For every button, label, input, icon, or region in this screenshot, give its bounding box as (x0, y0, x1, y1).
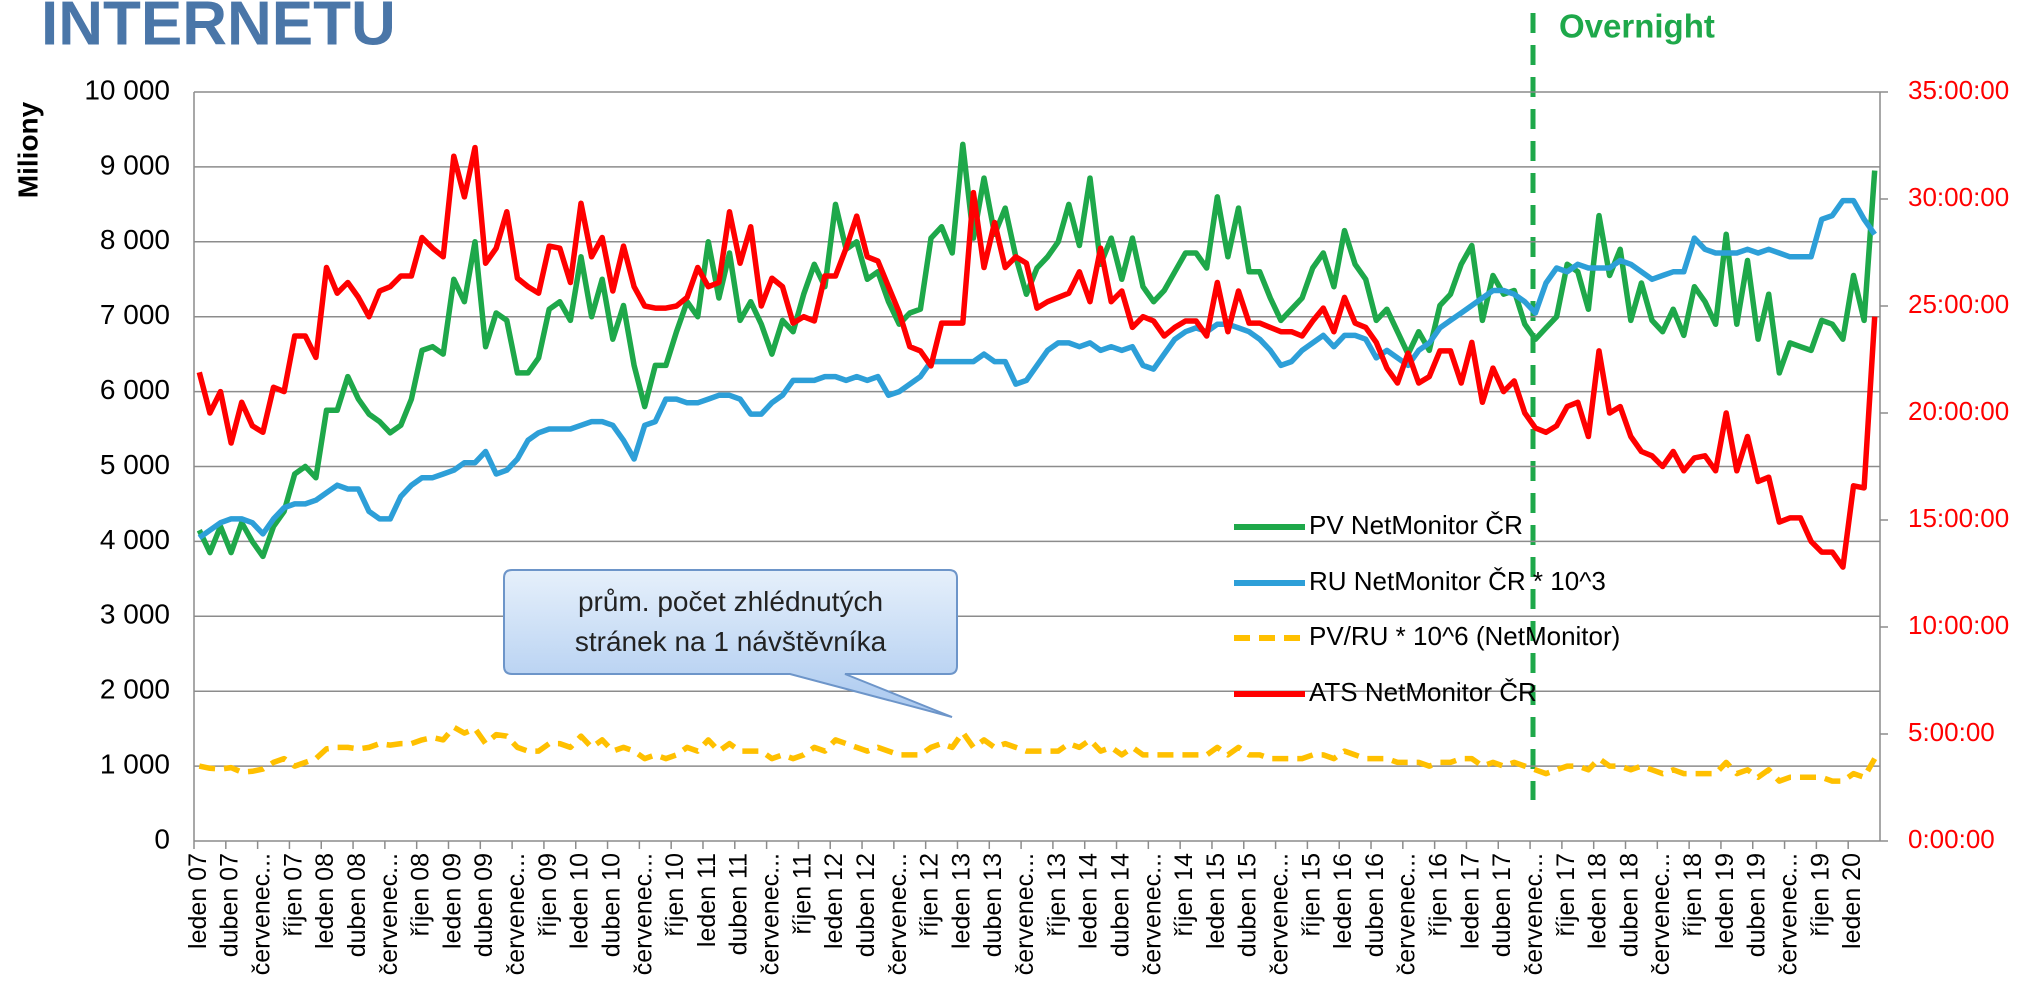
y2-tick-label: 0:00:00 (1908, 824, 1995, 854)
legend-label: RU NetMonitor ČR * 10^3 (1309, 566, 1606, 596)
y-tick-label: 1 000 (100, 748, 170, 779)
x-tick-label: říjen 16 (1425, 853, 1453, 936)
y-tick-label: 3 000 (100, 599, 170, 630)
x-tick-label: říjen 10 (661, 853, 689, 936)
y-tick-label: 9 000 (100, 149, 170, 180)
x-tick-label: červenec... (1393, 853, 1421, 975)
page-title: INTERNETU (41, 0, 396, 58)
callout-text: prům. počet zhlédnutých stránek na 1 náv… (574, 586, 887, 657)
series-line (198, 724, 1878, 784)
x-tick-label: duben 11 (725, 853, 753, 955)
y-tick-label: 10 000 (84, 74, 170, 105)
x-tick-label: duben 08 (343, 853, 371, 957)
x-tick-label: leden 08 (311, 853, 339, 949)
x-tick-label: červenec... (1138, 853, 1166, 975)
x-tick-label: červenec... (1265, 853, 1293, 975)
x-tick-label: červenec... (757, 853, 785, 975)
x-tick-label: duben 19 (1743, 853, 1771, 957)
x-tick-label: duben 12 (852, 853, 880, 957)
y2-tick-label: 20:00:00 (1908, 396, 2009, 426)
x-tick-label: říjen 15 (1297, 853, 1325, 936)
x-tick-label: leden 17 (1456, 853, 1484, 949)
y-tick-label: 8 000 (100, 224, 170, 255)
x-tick-label: duben 17 (1488, 853, 1516, 957)
x-tick-label: duben 07 (216, 853, 244, 957)
x-tick-label: duben 14 (1106, 853, 1134, 957)
x-tick-label: červenec... (248, 853, 276, 975)
x-tick-label: říjen 14 (1170, 853, 1198, 936)
x-tick-label: říjen 19 (1806, 853, 1834, 936)
x-tick-label: říjen 17 (1552, 853, 1580, 936)
y2-tick-label: 35:00:00 (1908, 75, 2009, 105)
y2-tick-label: 15:00:00 (1908, 503, 2009, 533)
x-tick-label: říjen 11 (788, 853, 816, 935)
x-tick-label: duben 18 (1615, 853, 1643, 957)
callout-box (503, 569, 958, 718)
x-tick-label: leden 07 (184, 853, 212, 949)
series-line (196, 144, 1878, 570)
x-tick-label: duben 13 (979, 853, 1007, 957)
x-tick-label: duben 09 (470, 853, 498, 957)
x-tick-label: říjen 09 (534, 853, 562, 936)
series-line (196, 141, 1878, 560)
x-tick-label: leden 16 (1329, 853, 1357, 949)
x-tick-label: červenec... (1774, 853, 1802, 975)
y2-tick-label: 30:00:00 (1908, 182, 2009, 212)
legend-label: PV/RU * 10^6 (NetMonitor) (1309, 621, 1620, 651)
x-tick-label: leden 13 (947, 853, 975, 949)
x-tick-label: leden 14 (1075, 853, 1103, 949)
x-tick-label: říjen 18 (1679, 853, 1707, 936)
y-tick-label: 4 000 (100, 524, 170, 555)
y-tick-label: 0 (154, 823, 170, 854)
x-tick-label: říjen 07 (279, 853, 307, 936)
x-tick-label: duben 10 (597, 853, 625, 957)
x-tick-label: červenec... (1520, 853, 1548, 975)
x-tick-label: červenec... (629, 853, 657, 975)
x-tick-label: říjen 12 (916, 853, 944, 936)
y2-tick-label: 25:00:00 (1908, 289, 2009, 319)
x-tick-label: říjen 08 (407, 853, 435, 936)
x-tick-label: červenec... (1011, 853, 1039, 975)
x-tick-label: duben 15 (1234, 853, 1262, 957)
overnight-label: Overnight (1559, 8, 1715, 45)
x-tick-label: duben 16 (1361, 853, 1389, 957)
legend-label: PV NetMonitor ČR (1309, 510, 1523, 540)
y-axis-title: Miliony (12, 101, 43, 198)
x-tick-label: leden 09 (438, 853, 466, 949)
y2-tick-label: 10:00:00 (1908, 610, 2009, 640)
x-tick-label: leden 10 (566, 853, 594, 949)
x-tick-label: leden 18 (1584, 853, 1612, 949)
x-tick-label: leden 20 (1838, 853, 1866, 949)
y-tick-label: 7 000 (100, 299, 170, 330)
y-tick-label: 6 000 (100, 374, 170, 405)
legend-label: ATS NetMonitor ČR (1309, 677, 1537, 707)
y2-tick-label: 5:00:00 (1908, 717, 1995, 747)
x-tick-label: červenec... (502, 853, 530, 975)
x-tick-label: červenec... (884, 853, 912, 975)
x-tick-label: leden 19 (1711, 853, 1739, 949)
series-line (197, 197, 1877, 540)
x-tick-label: červenec... (375, 853, 403, 975)
x-tick-label: leden 15 (1202, 853, 1230, 949)
y-tick-label: 5 000 (100, 449, 170, 480)
x-tick-label: leden 12 (820, 853, 848, 949)
y-tick-label: 2 000 (100, 674, 170, 705)
x-tick-label: leden 11 (693, 853, 721, 947)
x-tick-label: červenec... (1647, 853, 1675, 975)
x-tick-label: říjen 13 (1043, 853, 1071, 936)
